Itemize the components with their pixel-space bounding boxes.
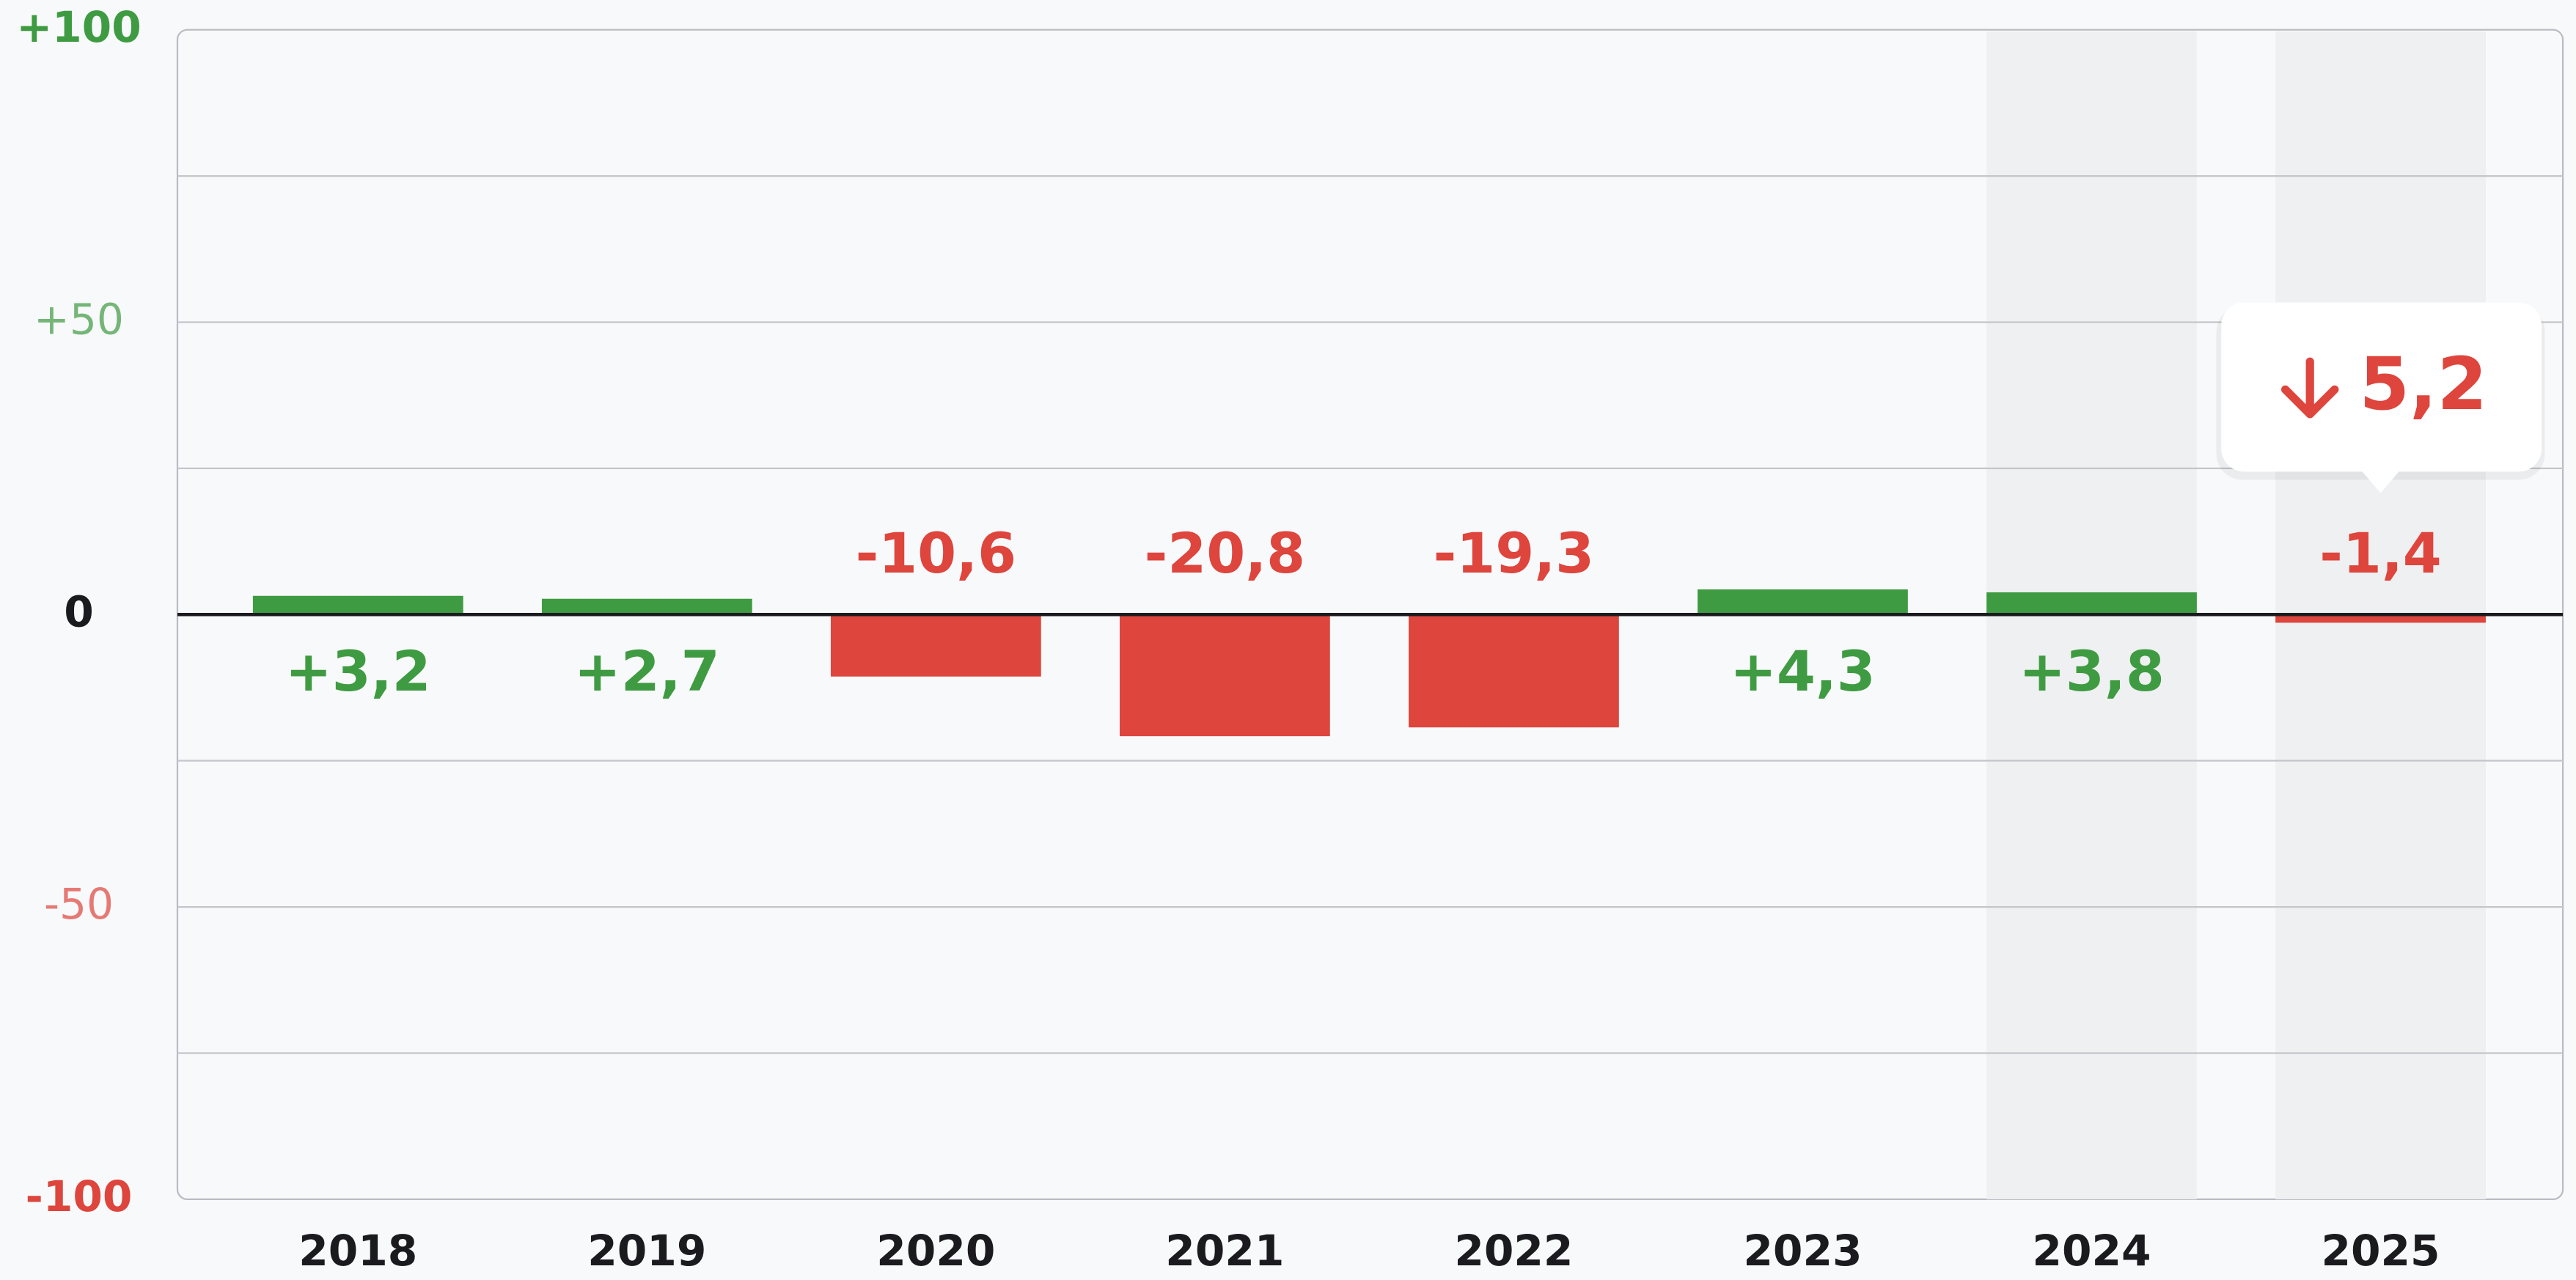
y-tick-label: +50 bbox=[34, 295, 124, 345]
tooltip: 5,2 bbox=[2216, 302, 2545, 493]
bar bbox=[1986, 592, 2197, 615]
x-tick-label: 2019 bbox=[587, 1226, 706, 1276]
value-label: +4,3 bbox=[1730, 639, 1876, 704]
y-tick-label: -100 bbox=[26, 1172, 133, 1221]
bar bbox=[1409, 614, 1619, 728]
value-label: +3,2 bbox=[285, 639, 431, 704]
x-tick-label: 2022 bbox=[1454, 1226, 1573, 1276]
x-tick-label: 2023 bbox=[1743, 1226, 1862, 1276]
value-label: -19,3 bbox=[1434, 521, 1595, 586]
bar bbox=[541, 598, 752, 615]
bar bbox=[1698, 589, 1908, 615]
tooltip-pointer bbox=[2360, 470, 2401, 493]
value-label: -10,6 bbox=[856, 521, 1017, 586]
tooltip-value: 5,2 bbox=[2359, 343, 2487, 427]
y-tick-label: 0 bbox=[64, 586, 94, 636]
y-tick-label: +100 bbox=[16, 2, 141, 52]
x-tick-label: 2024 bbox=[2032, 1226, 2151, 1276]
bar bbox=[2275, 614, 2486, 623]
bar bbox=[252, 595, 463, 615]
value-label: -20,8 bbox=[1145, 521, 1306, 586]
x-tick-label: 2021 bbox=[1165, 1226, 1284, 1276]
down-arrow-icon bbox=[2280, 357, 2339, 419]
y-tick-label: -50 bbox=[44, 879, 114, 929]
x-tick-label: 2025 bbox=[2321, 1226, 2440, 1276]
bar bbox=[830, 614, 1041, 677]
bar bbox=[1119, 614, 1330, 737]
x-tick-label: 2018 bbox=[298, 1226, 417, 1276]
tooltip-box bbox=[2221, 302, 2542, 472]
value-label: +2,7 bbox=[574, 639, 720, 704]
value-label: +3,8 bbox=[2019, 639, 2165, 704]
value-label: -1,4 bbox=[2319, 521, 2442, 586]
x-tick-label: 2020 bbox=[876, 1226, 995, 1276]
